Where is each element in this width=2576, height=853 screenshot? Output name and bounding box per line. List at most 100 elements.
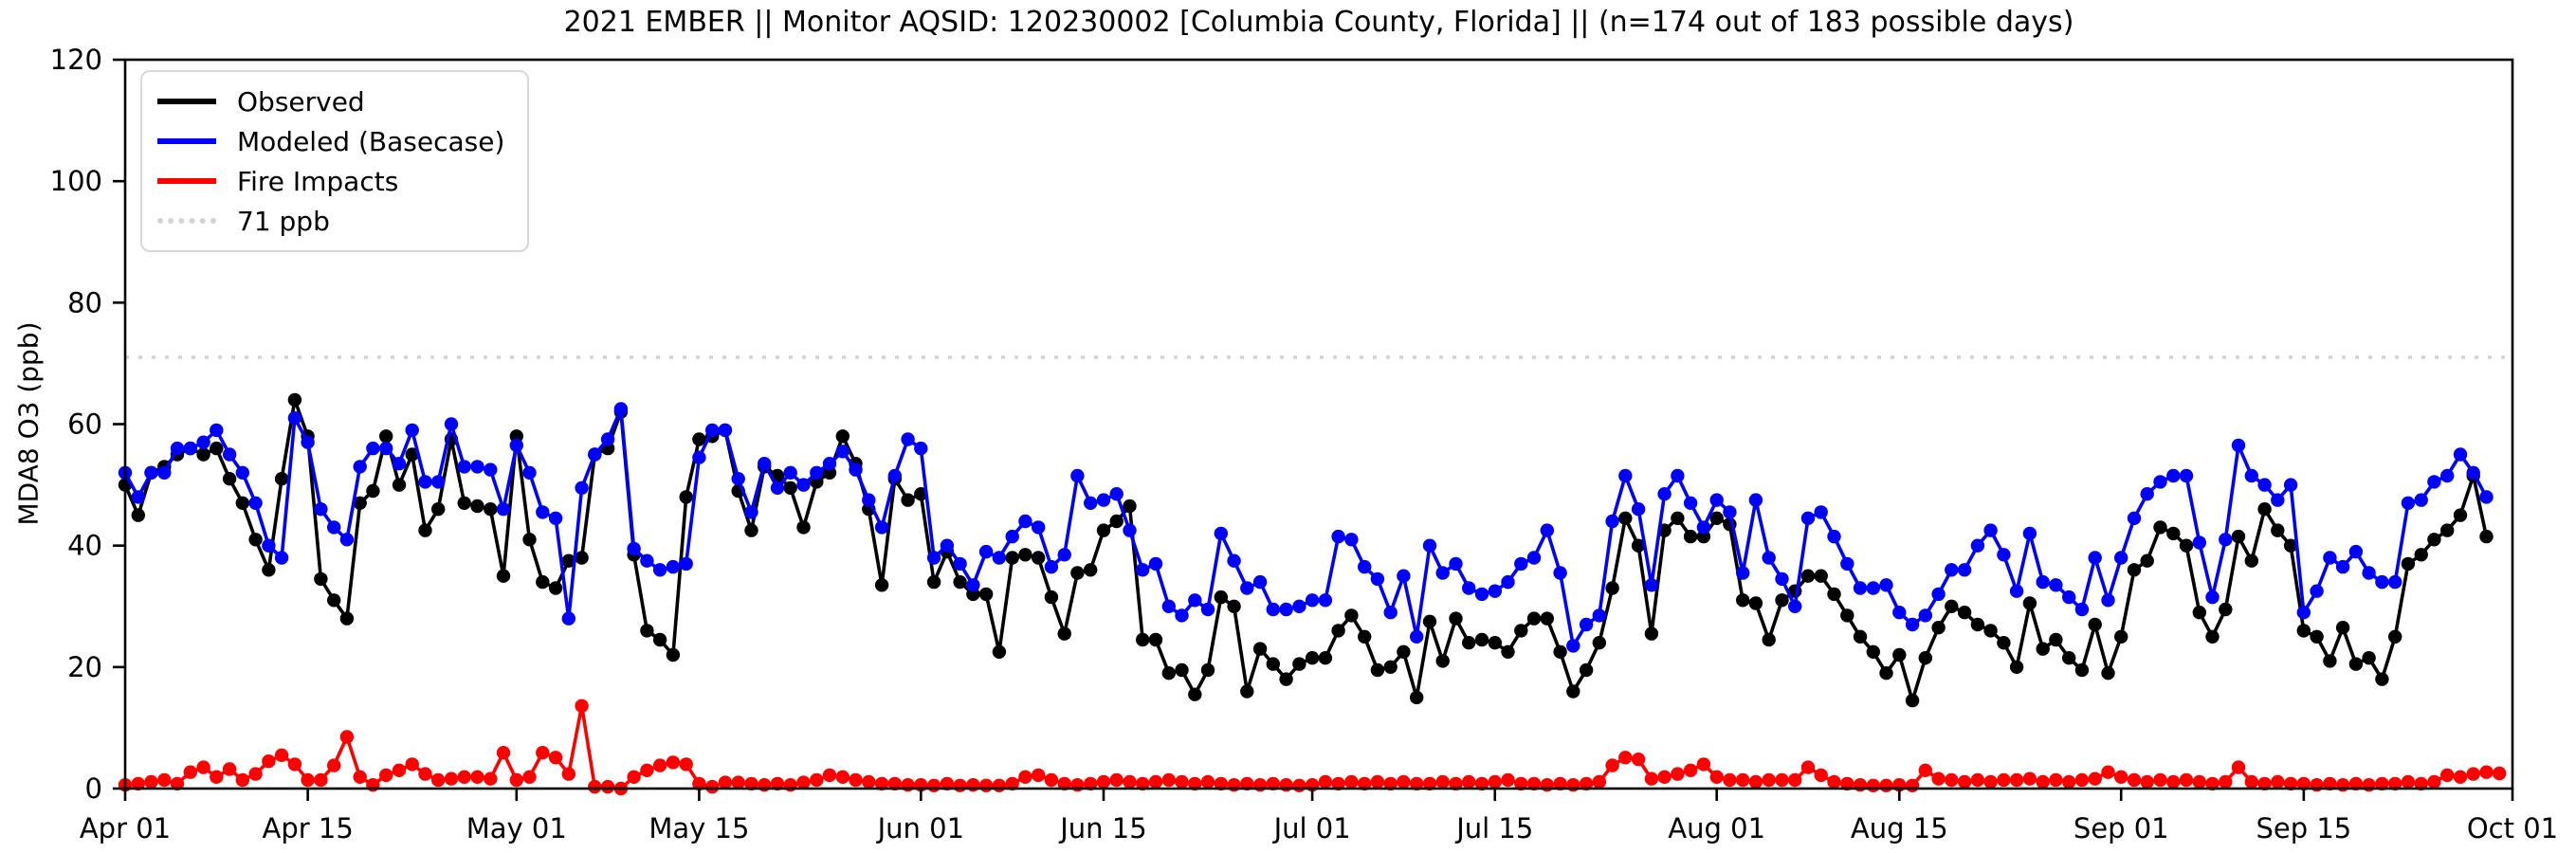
data-point: [1214, 526, 1229, 541]
data-point: [1748, 596, 1763, 610]
data-point: [926, 574, 941, 590]
data-point: [131, 490, 145, 504]
data-point: [822, 457, 837, 471]
data-point: [1109, 514, 1124, 529]
data-point: [978, 587, 994, 602]
data-point: [457, 770, 471, 784]
data-point: [2153, 475, 2167, 489]
legend-label: Modeled (Basecase): [237, 125, 505, 157]
data-point: [1370, 774, 1385, 789]
data-point: [901, 493, 915, 507]
data-point: [1618, 468, 1633, 483]
data-point: [2036, 642, 2050, 656]
data-point: [2296, 776, 2311, 791]
data-point: [2036, 774, 2050, 789]
data-point: [2453, 770, 2468, 784]
data-point: [600, 432, 615, 446]
data-point: [992, 644, 1007, 659]
data-point: [796, 775, 811, 789]
data-point: [1462, 636, 1476, 650]
data-point: [940, 538, 955, 553]
data-point: [1161, 599, 1177, 613]
data-point: [1983, 774, 1998, 789]
data-point: [1096, 774, 1111, 789]
data-point: [1657, 487, 1672, 501]
data-point: [196, 760, 210, 774]
data-point: [1410, 629, 1424, 644]
data-point: [2493, 766, 2507, 781]
data-point: [2166, 468, 2181, 483]
data-point: [1136, 563, 1150, 577]
data-point: [1671, 767, 1685, 781]
x-tick-label: Sep 01: [2074, 812, 2169, 844]
data-point: [835, 770, 850, 784]
data-point: [2231, 529, 2246, 544]
data-point: [327, 593, 341, 608]
data-point: [405, 447, 419, 462]
data-point: [992, 551, 1007, 565]
data-point: [470, 770, 484, 784]
data-point: [405, 423, 419, 438]
data-point: [1931, 587, 1946, 602]
data-point: [274, 748, 289, 762]
data-point: [822, 768, 837, 783]
data-point: [1084, 496, 1098, 510]
data-point: [744, 505, 758, 519]
data-point: [1435, 566, 1450, 580]
data-point: [1618, 751, 1633, 765]
data-point: [2427, 533, 2441, 547]
data-point: [1631, 538, 1646, 553]
data-point: [1526, 611, 1542, 626]
data-point: [210, 770, 224, 784]
data-point: [2401, 774, 2416, 789]
data-point: [849, 772, 863, 788]
data-point: [874, 578, 889, 592]
data-point: [770, 481, 785, 495]
data-point: [2296, 624, 2311, 638]
y-tick-label: 80: [67, 286, 102, 318]
data-point: [2101, 593, 2115, 608]
data-point: [561, 611, 575, 626]
data-point: [144, 465, 158, 480]
data-point: [1331, 776, 1345, 791]
data-point: [692, 450, 706, 464]
data-point: [1514, 624, 1528, 638]
data-point: [2127, 563, 2142, 577]
data-point: [1970, 772, 1985, 788]
data-point: [1018, 548, 1032, 562]
data-point: [1736, 593, 1750, 608]
data-point: [1057, 776, 1071, 791]
modeled-series-line: [123, 408, 2489, 651]
data-point: [327, 520, 341, 535]
data-point: [2257, 502, 2272, 517]
data-point: [1096, 493, 1111, 507]
data-point: [1175, 608, 1189, 623]
legend-label: 71 ppb: [237, 205, 330, 237]
data-point: [222, 472, 237, 486]
data-point: [1449, 611, 1463, 626]
data-point: [522, 465, 537, 480]
data-point: [2283, 776, 2298, 791]
data-point: [536, 505, 550, 519]
data-point: [1032, 520, 1046, 535]
data-point: [1671, 511, 1685, 525]
data-point: [2049, 632, 2063, 647]
data-point: [862, 493, 876, 507]
data-point: [210, 441, 224, 456]
data-point: [1148, 556, 1163, 572]
data-point: [2257, 776, 2272, 791]
data-point: [640, 554, 654, 568]
data-point: [1123, 774, 1137, 789]
data-point: [248, 533, 263, 547]
data-point: [1762, 551, 1776, 565]
data-point: [1879, 578, 1893, 592]
data-point: [2062, 590, 2076, 605]
data-point: [2244, 774, 2258, 789]
data-point: [2271, 493, 2285, 507]
data-point: [2388, 629, 2402, 644]
data-point: [953, 574, 967, 590]
data-point: [1018, 770, 1032, 784]
data-point: [2466, 465, 2480, 480]
data-point: [2140, 487, 2154, 501]
data-point: [627, 541, 641, 556]
